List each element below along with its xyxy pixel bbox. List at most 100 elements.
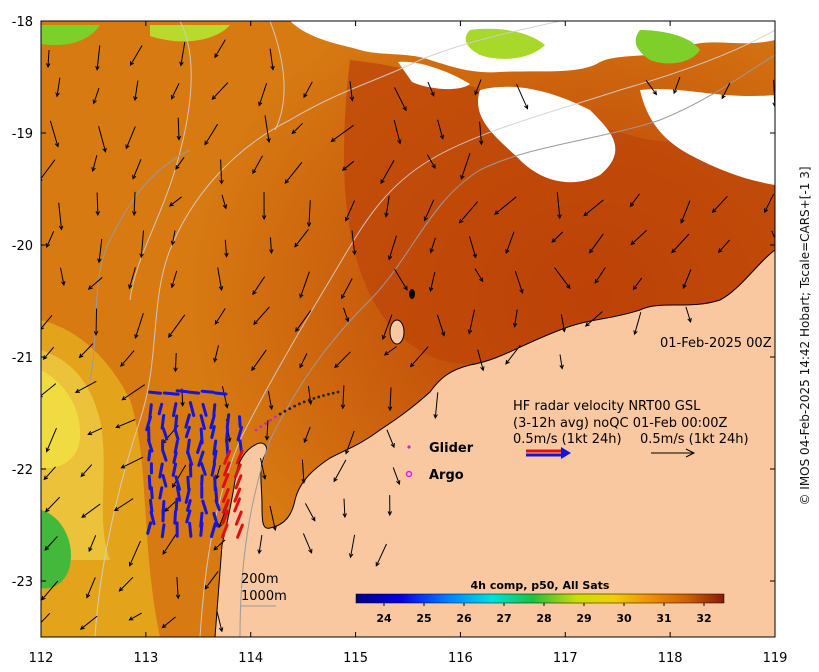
current-arrow [131, 191, 137, 217]
glider-point [283, 409, 287, 413]
current-arrow [79, 615, 98, 630]
radar-vector [174, 414, 179, 430]
radar-vector [160, 414, 166, 430]
cloud-gap-1 [478, 86, 616, 183]
current-arrow [175, 576, 181, 600]
current-arrow [589, 233, 604, 254]
current-arrow [291, 122, 303, 135]
radar-vector [188, 521, 193, 538]
scale-arrow-radar [526, 447, 571, 459]
current-arrow [168, 314, 186, 338]
radar-vector [161, 474, 168, 488]
radar-vector [160, 523, 166, 539]
current-arrow [120, 456, 144, 469]
current-arrow [673, 76, 681, 95]
radar-vector [157, 402, 164, 416]
current-arrow [257, 534, 263, 555]
current-arrow [771, 230, 775, 240]
current-arrow [301, 459, 306, 484]
current-arrow [516, 83, 529, 110]
green-patch-n [465, 28, 545, 59]
current-arrow [176, 117, 182, 141]
current-arrow [458, 201, 479, 224]
current-arrow [341, 278, 353, 300]
current-arrow [721, 82, 731, 100]
current-arrow [175, 157, 185, 171]
current-arrow [134, 312, 144, 340]
current-arrow [284, 161, 303, 185]
current-arrow [392, 467, 401, 486]
radar-vector [236, 426, 243, 442]
current-arrow [334, 351, 351, 369]
radar-vector [209, 414, 216, 430]
current-arrow [260, 457, 267, 480]
y-tick-label: -18 [12, 15, 33, 30]
current-arrow [303, 81, 313, 99]
current-arrow [170, 270, 178, 289]
radar-vector [186, 450, 194, 466]
current-arrow [306, 200, 312, 228]
radar-vector [149, 510, 156, 526]
radar-vector [173, 510, 177, 525]
current-arrow [216, 611, 224, 633]
current-arrow [97, 238, 103, 264]
current-arrow [351, 230, 357, 256]
current-arrow [433, 392, 439, 420]
radar-vector [212, 439, 218, 456]
current-arrow [88, 535, 97, 553]
current-arrow [299, 271, 310, 299]
current-arrow [267, 391, 274, 411]
current-arrow [381, 314, 393, 341]
current-arrow [429, 237, 436, 254]
radar-vector [147, 474, 152, 491]
colorbar-tick-label: 31 [656, 612, 671, 625]
current-arrow [45, 49, 51, 69]
x-tick-label: 113 [133, 651, 158, 666]
current-arrow [170, 83, 180, 100]
current-arrow [252, 155, 263, 175]
current-arrow [118, 576, 134, 592]
radar-vector [223, 449, 231, 465]
plot-frame [40, 20, 776, 638]
current-arrow [55, 77, 61, 98]
radar-vector [146, 521, 153, 535]
glider-legend-label: Glider [429, 441, 474, 456]
radar-vector [175, 485, 182, 502]
radar-vector [184, 413, 191, 429]
radar-vector [233, 487, 242, 503]
coolest-water-sw [41, 370, 81, 469]
radar-vector [201, 402, 208, 417]
current-arrow [645, 80, 658, 96]
current-arrow [304, 503, 316, 522]
radar-vector [212, 449, 218, 464]
current-arrow [559, 354, 564, 370]
current-arrow [427, 81, 435, 97]
current-arrow [764, 193, 774, 214]
current-arrow [41, 580, 59, 601]
colorbar-tick-label: 27 [496, 612, 511, 625]
current-arrow [460, 152, 471, 180]
radar-vector [210, 425, 216, 439]
current-arrow [682, 269, 692, 290]
current-arrow [95, 192, 101, 216]
current-arrow [387, 387, 393, 412]
current-arrow [386, 429, 395, 449]
radar-vector [234, 510, 243, 526]
green-patch-ne [635, 30, 700, 64]
current-arrow [512, 309, 518, 328]
current-arrow [556, 191, 562, 220]
current-arrow [204, 123, 219, 146]
current-arrow [214, 39, 226, 59]
scale-arrow-model [651, 448, 696, 458]
colorbar-tick-label: 24 [376, 612, 392, 625]
glider-point [307, 398, 311, 402]
argo-legend-label: Argo [429, 468, 464, 483]
current-arrow [307, 386, 313, 406]
radar-vector [200, 389, 215, 394]
x-tick-label: 119 [763, 651, 788, 666]
radar-vector [172, 451, 178, 464]
current-arrow [164, 501, 176, 512]
colorbar-tick-label: 29 [576, 612, 591, 625]
yellow-patch-n [150, 25, 230, 42]
